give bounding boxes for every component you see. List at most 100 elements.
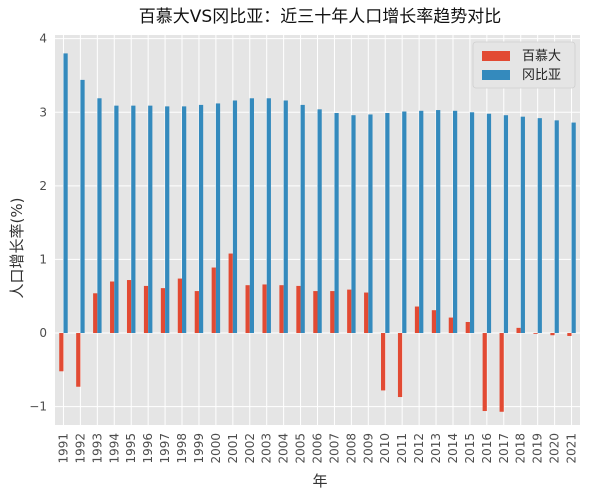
bar-bermuda-2000 (211, 267, 216, 334)
bar-gambia-1996 (148, 105, 153, 334)
bar-gambia-2007 (334, 113, 339, 334)
x-tick-label: 1997 (158, 433, 172, 464)
x-tick-label: 2020 (548, 433, 562, 464)
bar-bermuda-1991 (59, 333, 64, 372)
bar-bermuda-2018 (516, 327, 521, 334)
x-tick-label: 2016 (480, 433, 494, 464)
bar-bermuda-2010 (381, 333, 386, 391)
legend: 百慕大 冈比亚 (472, 41, 576, 89)
bar-bermuda-2008 (347, 289, 352, 334)
bar-bermuda-1993 (93, 293, 98, 334)
bar-bermuda-2003 (262, 284, 267, 334)
bar-bermuda-2020 (550, 333, 555, 336)
bar-bermuda-2007 (330, 291, 335, 334)
bar-bermuda-1994 (110, 281, 115, 334)
y-tick-label: 3 (39, 105, 47, 119)
bar-bermuda-1999 (194, 291, 199, 334)
x-tick-label: 2017 (497, 433, 511, 464)
x-tick-label: 1996 (141, 433, 155, 464)
bar-gambia-2019 (537, 118, 542, 334)
bar-bermuda-2004 (279, 285, 284, 334)
bar-gambia-1995 (131, 105, 136, 334)
x-tick-label: 1998 (175, 433, 189, 464)
x-tick-label: 2003 (260, 433, 274, 464)
y-tick-label: 2 (39, 179, 47, 193)
bar-gambia-1994 (114, 105, 119, 334)
x-tick-label: 2019 (531, 433, 545, 464)
bar-bermuda-2015 (465, 321, 470, 334)
bar-bermuda-2019 (533, 333, 538, 334)
x-tick-label: 2013 (429, 433, 443, 464)
x-tick-label: 2002 (243, 433, 257, 464)
bar-bermuda-1996 (143, 285, 149, 334)
x-tick-label: 2018 (514, 433, 528, 464)
y-tick-label: 1 (39, 252, 47, 266)
bar-gambia-1991 (63, 53, 68, 334)
bar-bermuda-2012 (414, 306, 420, 334)
x-tick-label: 2012 (412, 433, 426, 464)
bar-gambia-2017 (503, 115, 509, 334)
legend-swatch-gambia (482, 70, 510, 80)
x-tick-labels: 1991 1992 1993 1994 1995 1996 1997 1998 1999 2000… (56, 433, 578, 464)
bar-gambia-2008 (351, 115, 356, 334)
x-tick-label: 2009 (361, 433, 375, 464)
bar-gambia-2018 (520, 116, 525, 334)
x-tick-label: 2008 (344, 433, 358, 464)
x-tick-label: 2007 (327, 433, 341, 464)
x-tick-label: 1992 (73, 433, 87, 464)
x-tick-label: 2004 (277, 433, 291, 464)
bar-bermuda-2005 (296, 285, 301, 334)
bar-gambia-2005 (300, 104, 305, 334)
legend-label-bermuda: 百慕大 (522, 49, 561, 64)
x-axis-title: 年 (312, 472, 327, 490)
x-tick-label: 2006 (311, 433, 325, 464)
bar-bermuda-2014 (448, 317, 453, 334)
x-tick-label: 2011 (395, 433, 409, 464)
y-tick-label: 0 (39, 326, 47, 340)
bar-gambia-1999 (198, 104, 204, 334)
bar-gambia-2015 (469, 112, 475, 334)
bar-bermuda-1998 (177, 278, 183, 334)
bar-bermuda-2021 (567, 333, 572, 336)
bar-bermuda-2006 (313, 291, 318, 334)
y-tick-label: 4 (39, 32, 47, 46)
bar-gambia-1992 (80, 79, 85, 334)
bar-bermuda-2011 (397, 333, 403, 398)
bar-gambia-2012 (419, 110, 424, 334)
bar-bermuda-2009 (364, 292, 369, 334)
bar-gambia-2009 (368, 114, 373, 334)
y-axis-title: 人口增长率(%) (8, 198, 26, 299)
legend-swatch-bermuda (482, 51, 510, 61)
bar-gambia-2000 (215, 103, 221, 334)
bar-gambia-2001 (232, 100, 238, 334)
bar-gambia-2014 (452, 110, 458, 334)
bar-gambia-2016 (486, 113, 492, 334)
bar-gambia-2011 (402, 111, 407, 334)
bar-bermuda-2002 (245, 285, 250, 334)
x-tick-label: 2015 (463, 433, 477, 464)
x-tick-label: 2001 (226, 433, 240, 464)
x-tick-label: 1995 (124, 433, 138, 464)
bar-gambia-2013 (436, 110, 441, 334)
bar-gambia-1997 (165, 106, 170, 334)
bar-gambia-2020 (554, 120, 559, 334)
bar-bermuda-1995 (126, 280, 132, 334)
bar-gambia-2003 (266, 98, 271, 334)
y-tick-label: −1 (29, 400, 47, 414)
bar-gambia-1993 (97, 98, 102, 334)
bars-group (59, 53, 576, 412)
x-tick-label: 2000 (209, 433, 223, 464)
x-tick-label: 2010 (378, 433, 392, 464)
legend-label-gambia: 冈比亚 (522, 68, 561, 83)
y-tick-labels: −1 0 1 2 3 4 (29, 32, 47, 414)
x-tick-label: 1991 (56, 433, 70, 464)
x-tick-label: 1993 (90, 433, 104, 464)
x-tick-label: 2005 (294, 433, 308, 464)
bar-bermuda-2013 (431, 310, 437, 334)
bar-gambia-2010 (385, 113, 390, 334)
bar-bermuda-2016 (482, 333, 487, 412)
bar-bermuda-1992 (76, 333, 81, 387)
bar-gambia-1998 (182, 106, 187, 334)
